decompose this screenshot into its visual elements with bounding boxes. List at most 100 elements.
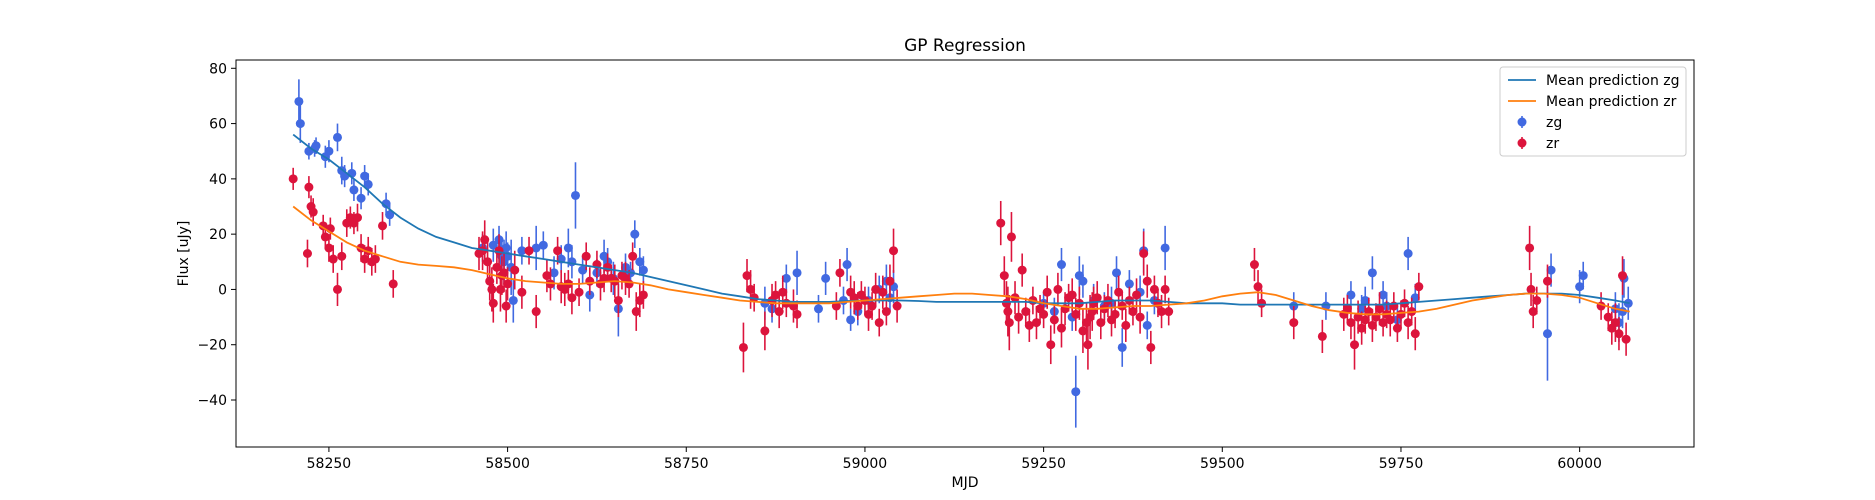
data-point: [1525, 243, 1535, 253]
x-tick-label: 58250: [307, 456, 352, 472]
data-point: [381, 199, 391, 209]
data-point: [1003, 307, 1013, 317]
data-point: [624, 279, 634, 289]
data-point: [320, 232, 330, 242]
x-tick-label: 59750: [1379, 456, 1424, 472]
legend-item[interactable]: Mean prediction zr: [1508, 94, 1677, 110]
data-point: [630, 229, 640, 239]
data-point: [631, 307, 641, 317]
data-point: [538, 240, 548, 250]
data-point: [1135, 312, 1145, 322]
data-point: [495, 284, 505, 294]
data-point: [835, 268, 845, 278]
data-point: [864, 309, 874, 319]
data-point: [1360, 315, 1370, 325]
data-point: [549, 268, 559, 278]
data-point: [1049, 315, 1059, 325]
data-point: [1392, 323, 1402, 333]
data-point: [738, 342, 748, 352]
data-point: [1132, 290, 1142, 300]
data-point: [746, 284, 756, 294]
series-line-mean-prediction-zg: [292, 133, 1630, 306]
data-point: [353, 213, 362, 223]
data-point: [1542, 329, 1552, 339]
series-line-mean-prediction-zr: [292, 205, 1630, 316]
data-point: [1092, 293, 1102, 303]
data-point: [1067, 290, 1077, 300]
data-point: [585, 276, 595, 286]
data-point: [487, 284, 497, 294]
data-point: [1110, 309, 1120, 319]
data-point: [288, 174, 298, 184]
data-point: [1160, 284, 1170, 294]
legend-item[interactable]: Mean prediction zg: [1508, 73, 1680, 89]
data-point: [628, 251, 638, 261]
data-point: [308, 207, 318, 217]
data-point: [363, 179, 373, 189]
data-point: [483, 257, 493, 267]
data-point: [599, 273, 609, 283]
data-point: [1004, 318, 1014, 328]
data-point: [295, 119, 305, 129]
legend-marker-swatch: [1517, 117, 1527, 127]
data-point: [1031, 318, 1041, 328]
legend-label: zg: [1546, 115, 1562, 131]
data-point: [1578, 271, 1588, 281]
data-point: [517, 287, 527, 297]
data-point: [499, 268, 509, 278]
data-point: [881, 307, 891, 317]
data-point: [1575, 282, 1585, 292]
data-point: [842, 260, 852, 270]
data-point: [1056, 260, 1066, 270]
legend-label: Mean prediction zg: [1546, 73, 1680, 89]
data-point: [332, 284, 342, 294]
legend-item[interactable]: zr: [1517, 136, 1560, 152]
legend-label: Mean prediction zr: [1546, 94, 1677, 110]
data-point: [1357, 323, 1367, 333]
data-point: [349, 185, 359, 195]
plot-border: [235, 59, 1695, 448]
data-point: [1526, 284, 1536, 294]
data-layer: [288, 79, 1633, 428]
data-point: [1342, 304, 1352, 314]
data-point: [638, 290, 648, 300]
data-point: [494, 246, 504, 256]
data-point: [1139, 249, 1149, 258]
data-point: [1603, 312, 1613, 322]
legend[interactable]: Mean prediction zg Mean prediction zr zg zr: [1499, 66, 1687, 157]
data-point: [302, 249, 312, 258]
data-point: [1083, 340, 1093, 350]
y-tick-label: −20: [197, 338, 227, 354]
data-point: [1112, 268, 1122, 278]
data-point: [792, 268, 802, 278]
data-point: [1253, 282, 1263, 292]
x-tick-label: 60000: [1557, 456, 1602, 472]
data-point: [311, 141, 321, 151]
data-point: [1542, 276, 1552, 286]
legend-box: [1499, 66, 1687, 157]
data-point: [996, 218, 1006, 228]
data-point: [1006, 232, 1016, 242]
data-point: [760, 326, 770, 336]
data-point: [563, 243, 573, 253]
data-point: [553, 246, 563, 256]
axis-ticks: 58250 58500 58750 59000 59250 59500 59750 60000…: [197, 61, 1601, 472]
data-point: [999, 271, 1009, 281]
data-point: [1149, 284, 1159, 294]
data-point: [1164, 307, 1174, 317]
data-point: [570, 190, 580, 200]
data-point: [792, 309, 802, 319]
data-point: [1346, 290, 1356, 300]
x-tick-label: 58750: [664, 456, 709, 472]
data-point: [1142, 320, 1152, 330]
x-tick-label: 59000: [843, 456, 888, 472]
data-point: [332, 132, 342, 142]
data-point: [567, 257, 577, 267]
data-point: [1056, 323, 1066, 333]
data-point: [1289, 318, 1299, 328]
x-tick-label: 58500: [485, 456, 530, 472]
data-point: [1053, 284, 1063, 294]
data-point: [581, 251, 591, 261]
data-point: [501, 301, 511, 311]
legend-item[interactable]: zg: [1517, 115, 1563, 131]
